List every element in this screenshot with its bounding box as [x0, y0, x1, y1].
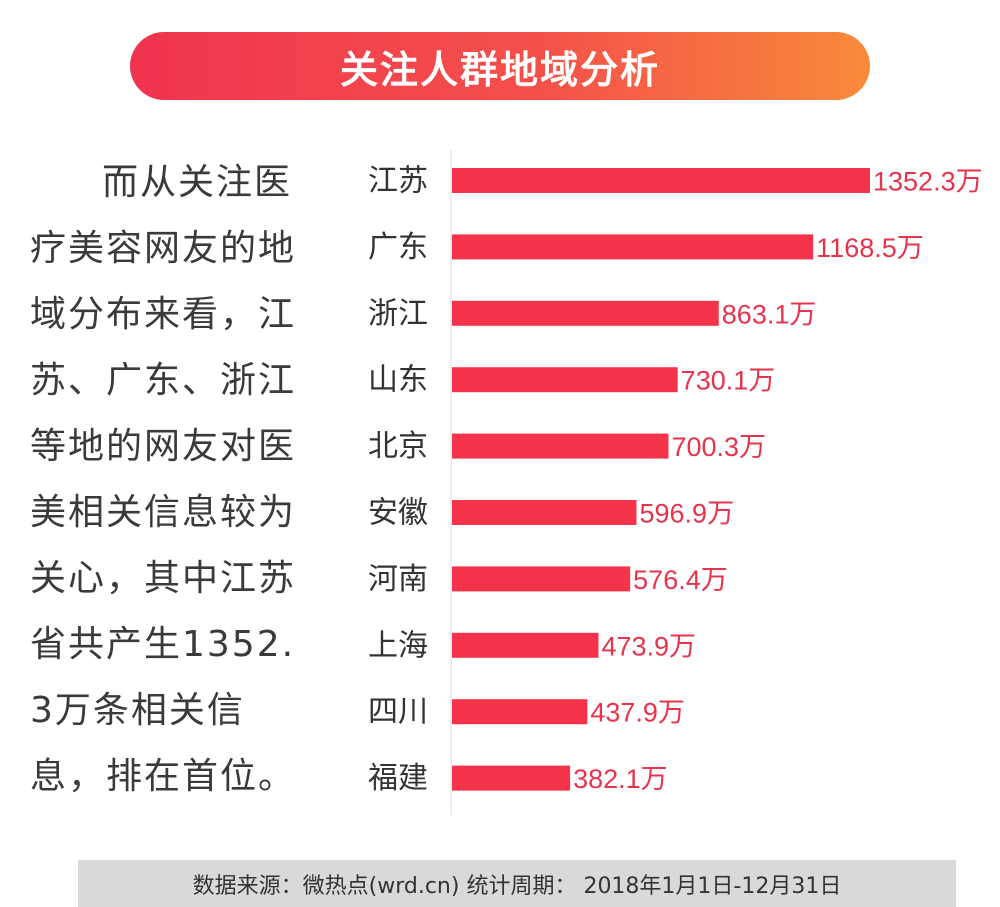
- value-label: 863.1万: [722, 299, 817, 329]
- value-label: 473.9万: [601, 631, 696, 661]
- category-label: 广东: [368, 230, 428, 265]
- bar: [452, 765, 571, 791]
- category-label: 四川: [368, 695, 428, 730]
- bar: [452, 566, 631, 592]
- value-label: 700.3万: [671, 432, 766, 462]
- category-label: 山东: [368, 363, 428, 398]
- title-banner: 关注人群地域分析: [130, 32, 870, 100]
- description-text: 而从关注医疗美容网友的地域分布来看，江苏、广东、浙江等地的网友对医美相关信息较为…: [30, 162, 297, 797]
- value-label: 596.9万: [640, 499, 735, 529]
- page-title: 关注人群地域分析: [339, 47, 660, 92]
- value-label: 1168.5万: [816, 233, 924, 263]
- category-label: 福建: [368, 761, 428, 796]
- category-label: 河南: [368, 562, 428, 597]
- source-text: 数据来源：微热点(wrd.cn) 统计周期： 2018年1月1日-12月31日: [192, 873, 842, 899]
- bar: [452, 234, 814, 260]
- bar: [452, 300, 719, 326]
- bar: [452, 699, 588, 725]
- value-label: 382.1万: [573, 764, 668, 794]
- bar: [452, 168, 870, 193]
- bar: [452, 367, 678, 393]
- bar: [452, 433, 669, 459]
- category-label: 江苏: [368, 164, 428, 199]
- category-label: 北京: [368, 429, 428, 464]
- category-label: 浙江: [368, 296, 428, 331]
- value-label: 437.9万: [590, 698, 685, 728]
- bar: [452, 632, 599, 658]
- value-label: 576.4万: [633, 565, 728, 595]
- source-footer: 数据来源：微热点(wrd.cn) 统计周期： 2018年1月1日-12月31日: [78, 860, 956, 907]
- category-label: 安徽: [368, 496, 428, 531]
- value-label: 730.1万: [681, 366, 776, 396]
- value-label: 1352.3万: [873, 167, 983, 197]
- bar: [452, 500, 637, 525]
- category-label: 上海: [368, 628, 428, 663]
